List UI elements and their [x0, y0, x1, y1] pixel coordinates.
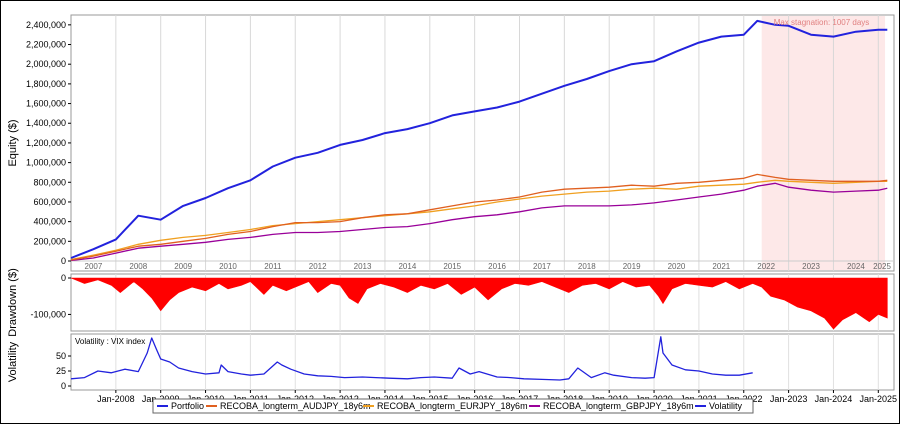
- equity-gridlines: [71, 15, 894, 271]
- equity-y-tick-label: 800,000: [33, 177, 66, 187]
- equity-y-tick-label: 600,000: [33, 197, 66, 207]
- legend-item: RECOBA_longterm_GBPJPY_18y6m: [529, 401, 694, 411]
- legend-label: Portfolio: [171, 401, 204, 411]
- legend-box: [152, 398, 754, 414]
- drawdown-area: [70, 277, 888, 330]
- year-label: 2022: [757, 262, 775, 271]
- year-label: 2008: [129, 262, 147, 271]
- volatility-panel: 0 25 50 Volatility Volatility : VIX index: [7, 333, 895, 391]
- series-line-recoba-longterm-audjpy-18y6m: [70, 173, 888, 261]
- drawdown-y-ticks: 0 -100,000: [30, 273, 71, 319]
- year-label: 2011: [264, 262, 282, 271]
- legend-item: RECOBA_longterm_EURJPY_18y6m: [363, 401, 528, 411]
- legend-label: RECOBA_longterm_EURJPY_18y6m: [377, 401, 528, 411]
- x-axis-label: Jan-2024: [815, 394, 853, 404]
- equity-y-tick-label: 1,400,000: [26, 118, 66, 128]
- year-label: 2014: [398, 262, 416, 271]
- legend: Portfolio RECOBA_longterm_AUDJPY_18y6m REC…: [152, 398, 754, 414]
- equity-panel: 0 200,000 400,000 600,000 800,000 1,000,000 1,…: [7, 14, 895, 272]
- volatility-plot-area: [70, 333, 895, 391]
- stagnation-shade: [761, 16, 886, 270]
- series-line-portfolio: [70, 19, 888, 259]
- equity-plot-area: [70, 14, 895, 272]
- drawdown-y-tick-label: 0: [61, 273, 66, 283]
- legend-label: RECOBA_longterm_AUDJPY_18y6m: [220, 401, 371, 411]
- legend-items: Portfolio RECOBA_longterm_AUDJPY_18y6m REC…: [157, 401, 743, 411]
- year-label: 2017: [533, 262, 551, 271]
- volatility-y-axis-label: Volatility: [7, 341, 19, 382]
- drawdown-y-axis-label: Drawdown ($): [7, 268, 19, 336]
- volatility-series-line: [70, 336, 753, 381]
- year-label: 2013: [354, 262, 372, 271]
- year-label: 2021: [712, 262, 730, 271]
- equity-y-tick-label: 2,200,000: [26, 40, 66, 50]
- year-label: 2020: [668, 262, 686, 271]
- equity-y-tick-label: 2,400,000: [26, 20, 66, 30]
- year-label: 2012: [309, 262, 327, 271]
- equity-y-tick-label: 400,000: [33, 217, 66, 227]
- year-label: 2018: [578, 262, 596, 271]
- legend-item: Portfolio: [157, 401, 204, 411]
- drawdown-bars: [70, 277, 888, 330]
- year-label: 2025: [873, 262, 891, 271]
- equity-y-tick-label: 0: [61, 256, 66, 266]
- equity-y-ticks: 0 200,000 400,000 600,000 800,000 1,000,000 1,…: [26, 20, 71, 266]
- year-label: 2016: [488, 262, 506, 271]
- equity-y-tick-label: 1,200,000: [26, 138, 66, 148]
- equity-year-labels: 2007 2008 2009 2010 2011 2012 2013 2014 2015 2016…: [85, 262, 892, 271]
- x-axis-label: Jan-2008: [97, 394, 135, 404]
- volatility-y-tick-label: 0: [61, 381, 66, 391]
- equity-series-lines: [70, 19, 888, 262]
- equity-y-tick-label: 1,000,000: [26, 158, 66, 168]
- stagnation-region: [761, 16, 886, 270]
- equity-y-tick-label: 1,800,000: [26, 79, 66, 89]
- series-line-recoba-longterm-gbpjpy-18y6m: [70, 182, 888, 262]
- legend-label: RECOBA_longterm_GBPJPY_18y6m: [543, 401, 694, 411]
- year-label: 2023: [802, 262, 820, 271]
- year-label: 2019: [623, 262, 641, 271]
- year-label: 2009: [174, 262, 192, 271]
- equity-y-tick-label: 2,000,000: [26, 59, 66, 69]
- equity-y-tick-label: 200,000: [33, 236, 66, 246]
- drawdown-y-tick-label: -100,000: [30, 309, 66, 319]
- legend-label: Volatility: [709, 401, 743, 411]
- equity-y-tick-label: 1,600,000: [26, 99, 66, 109]
- drawdown-panel: 0 -100,000 Drawdown ($): [7, 268, 895, 337]
- volatility-y-tick-label: 50: [56, 351, 66, 361]
- stagnation-label: Max stagnation: 1007 days: [774, 18, 870, 27]
- x-axis-label: Jan-2023: [770, 394, 808, 404]
- series-line-recoba-longterm-eurjpy-18y6m: [70, 179, 888, 261]
- year-label: 2010: [219, 262, 237, 271]
- legend-item: RECOBA_longterm_AUDJPY_18y6m: [206, 401, 371, 411]
- volatility-gridlines: [115, 334, 879, 390]
- equity-y-axis-label: Equity ($): [7, 119, 19, 166]
- volatility-y-tick-label: 25: [56, 366, 66, 376]
- year-label: 2007: [85, 262, 103, 271]
- year-label: 2015: [443, 262, 461, 271]
- legend-item: Volatility: [695, 401, 743, 411]
- volatility-y-ticks: 0 25 50: [56, 351, 71, 391]
- volatility-title: Volatility : VIX index: [75, 337, 145, 346]
- x-axis-label: Jan-2025: [860, 394, 898, 404]
- year-label: 2024: [847, 262, 865, 271]
- volatility-line: [70, 336, 753, 381]
